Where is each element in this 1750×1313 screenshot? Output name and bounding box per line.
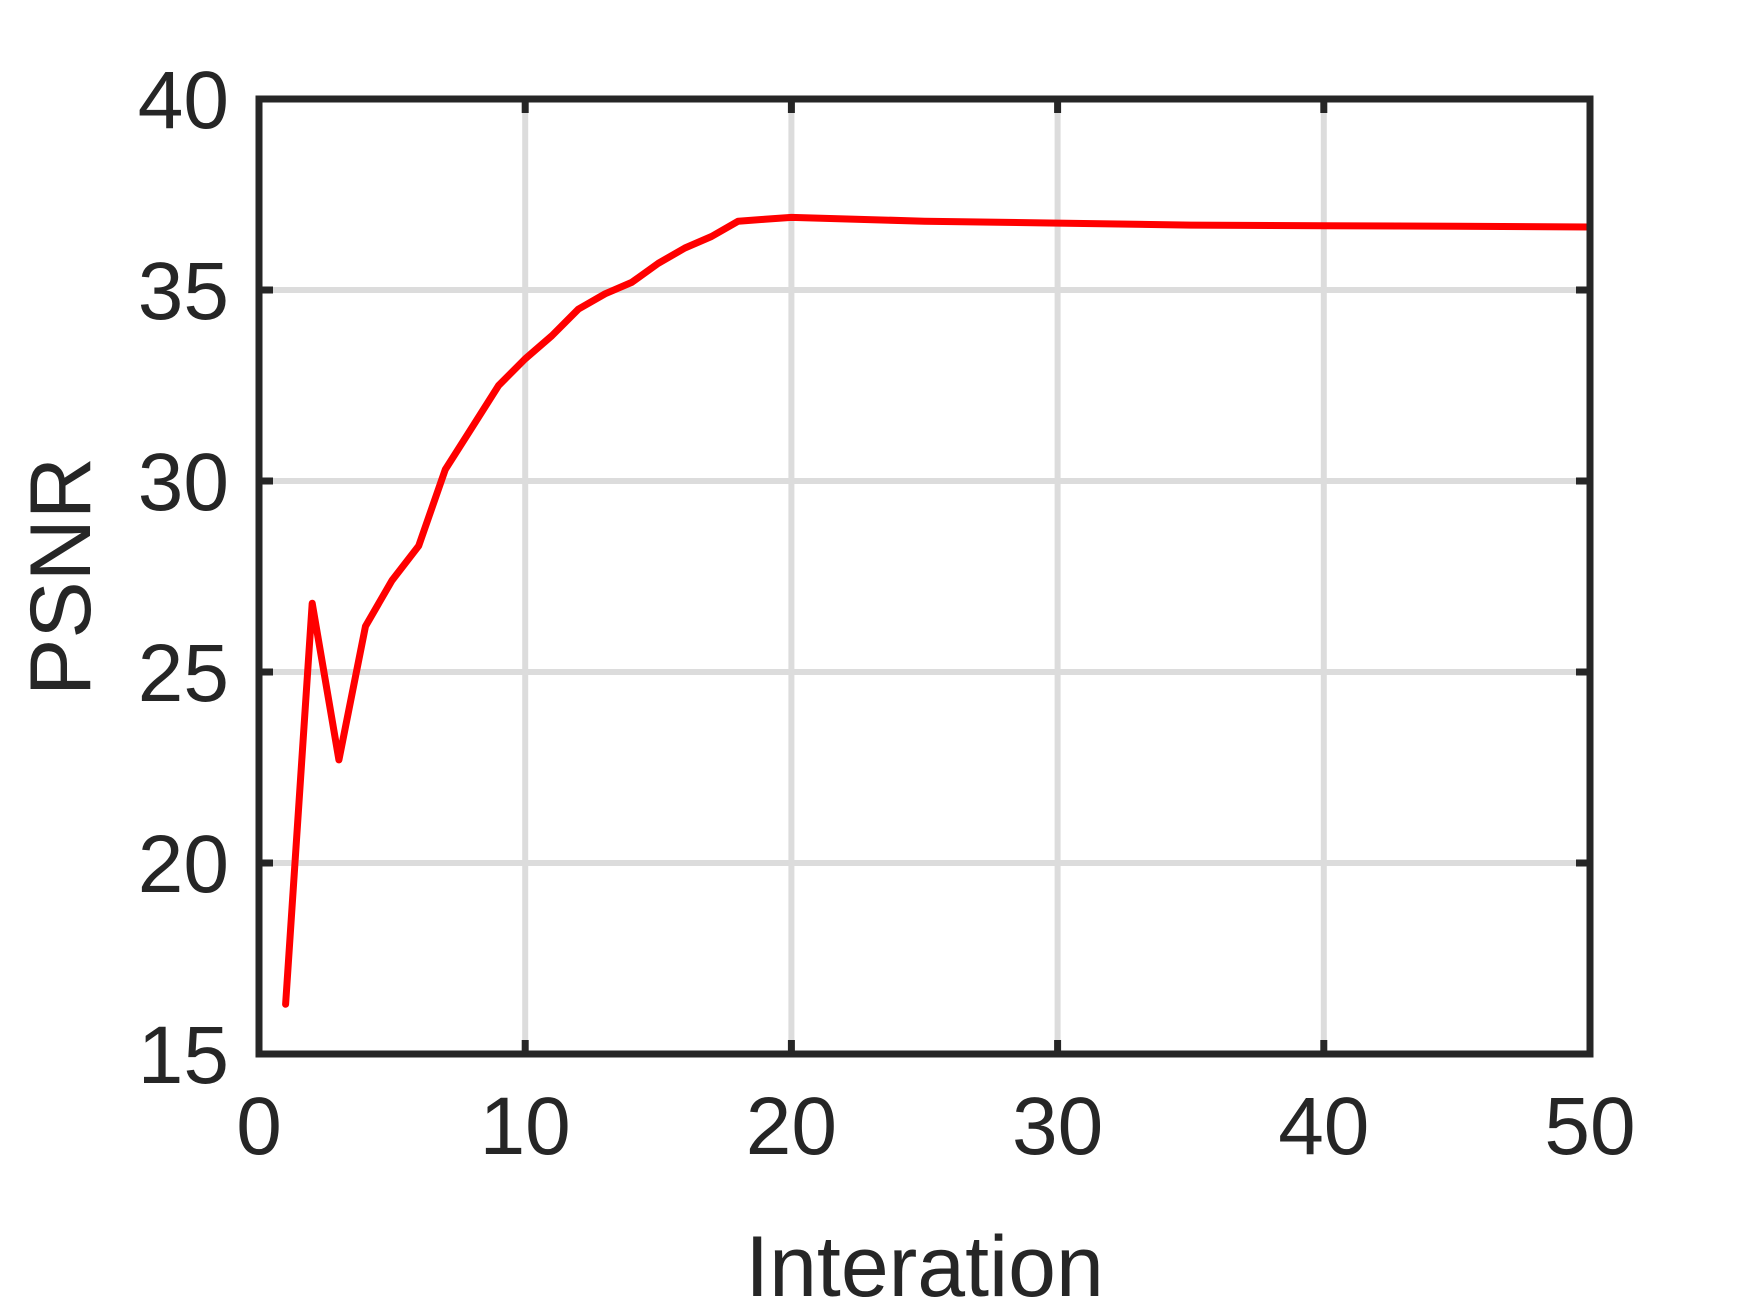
psnr-series-line [282,213,1594,1008]
x-tick-label: 30 [1012,1081,1103,1172]
series-layer [282,213,1594,1008]
x-tick-label: 40 [1278,1081,1369,1172]
x-tick-label: 10 [480,1081,571,1172]
x-tick-label: 50 [1544,1081,1635,1172]
y-tick-label: 30 [138,437,229,528]
y-tick-label: 40 [138,55,229,146]
x-axis-title: Interation [745,1219,1104,1313]
plot-frame [255,95,1594,1058]
y-tick-label: 35 [138,246,229,337]
y-axis-title: PSNR [13,457,109,696]
gridlines [259,99,1590,1054]
y-tick-label: 20 [138,819,229,910]
y-tick-labels: 15 20 25 30 35 40 [138,55,229,1101]
y-tick-label: 25 [138,628,229,719]
x-tick-label: 20 [746,1081,837,1172]
y-tick-label: 15 [138,1010,229,1101]
x-tick-labels: 0 10 20 30 40 50 [236,1081,1635,1172]
x-tick-label: 0 [236,1081,282,1172]
tick-marks [255,95,1594,1058]
